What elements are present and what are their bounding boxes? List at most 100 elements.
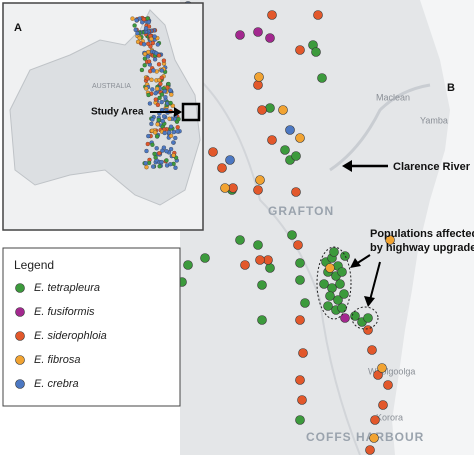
legend-marker [15,283,25,293]
inset-point [146,59,152,64]
inset-point [168,133,174,139]
inset-point [176,116,181,122]
inset-point [170,103,175,108]
inset-point [153,130,158,135]
occurrence-point [240,260,250,270]
annotation: Populations affected [370,228,474,240]
inset-point [146,19,151,25]
legend-marker [15,355,25,365]
occurrence-point [365,445,375,455]
inset-point [157,164,162,169]
legend-marker [15,307,25,317]
inset-point [132,23,137,28]
occurrence-point [333,295,343,305]
inset-point [153,91,158,96]
inset-point [146,92,151,98]
occurrence-point [253,80,263,90]
inset-point [147,101,153,106]
arrowhead [350,258,361,268]
inset-point [153,155,158,160]
inset-point [137,35,142,41]
inset-point [150,142,155,147]
occurrence-point [200,253,210,263]
arrowhead [342,160,352,172]
occurrence-point [363,325,373,335]
inset-point [167,130,172,135]
inset-point [168,146,174,152]
inset-point [149,36,154,42]
river [329,83,431,172]
occurrence-point [225,155,235,165]
occurrence-point [313,10,323,20]
occurrence-point [298,348,308,358]
inset-point [162,130,167,136]
occurrence-point [385,235,395,245]
inset-point [130,16,135,21]
inset-point [135,31,140,36]
inset-point [150,117,155,122]
inset-point [145,54,151,59]
inset-point [151,68,156,73]
inset-point [143,26,149,31]
occurrence-point [300,298,310,308]
occurrence-point [253,27,263,37]
occurrence-point [280,145,290,155]
inset-points [130,15,182,170]
inset-point [159,92,165,97]
inset-point [152,151,157,157]
occurrence-point [327,283,337,293]
inset-point [173,135,178,141]
inset-point [151,164,156,169]
occurrence-point [257,315,267,325]
inset-point [156,62,162,67]
inset-point [145,141,150,147]
occurrence-point [257,280,267,290]
inset-point [139,67,145,73]
inset-point [153,97,158,102]
occurrence-point [295,258,305,268]
inset-point [160,118,165,124]
inset-point [154,146,159,151]
occurrence-point [329,247,339,257]
inset-point [144,86,149,91]
legend-label: E. tetrapleura [34,282,100,294]
occurrence-point [323,301,333,311]
occurrence-point [311,47,321,57]
inset-point [141,17,147,22]
occurrence-point [295,45,305,55]
occurrence-point [363,313,373,323]
occurrence-point [255,255,265,265]
legend-box [2,247,181,407]
occurrence-point [208,147,218,157]
place-label: Maclean [376,92,410,102]
inset-point [161,114,167,119]
inset-point [146,133,151,139]
occurrence-point [287,230,297,240]
occurrence-points [177,1,395,455]
inset-point [145,76,150,81]
occurrence-point [285,125,295,135]
inset-point [146,49,151,55]
highlight-ellipse [351,306,379,330]
place-label: Woolgoolga [368,366,415,376]
occurrence-point [317,73,327,83]
occurrence-point [340,251,350,261]
inset-point [161,58,167,63]
occurrence-point [267,135,277,145]
inset-point [155,86,160,91]
river-label: Clarence River [393,161,471,173]
inset-point [154,134,160,139]
inset-point [161,145,167,150]
occurrence-point [183,260,193,270]
occurrence-point [265,33,275,43]
occurrence-point [339,289,349,299]
occurrence-point [217,163,227,173]
inset-point [169,92,174,97]
inset-point [155,42,160,47]
occurrence-point [293,240,303,250]
inset-point [164,149,169,154]
inset-point [162,89,167,94]
occurrence-point [319,279,329,289]
inset-point [159,99,164,105]
